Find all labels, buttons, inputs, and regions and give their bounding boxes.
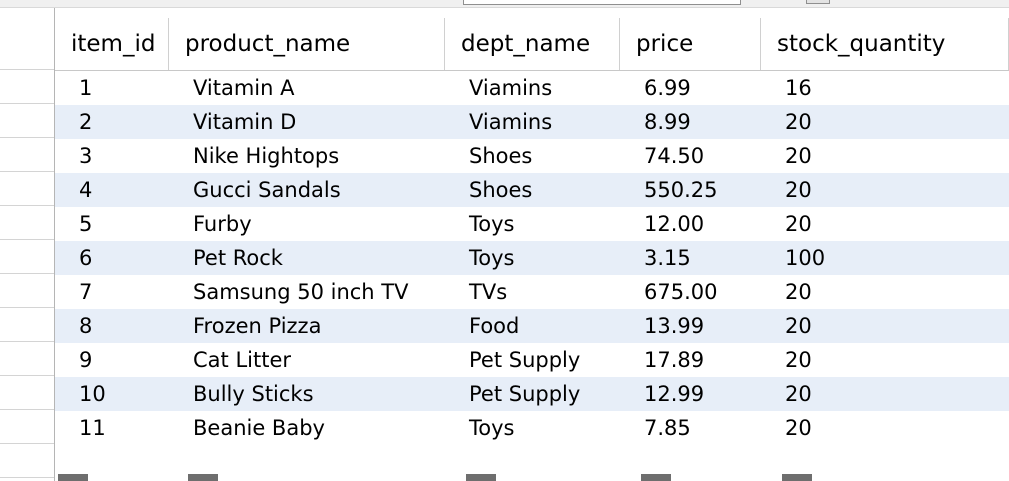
cell-dept-name[interactable]: Viamins bbox=[469, 76, 553, 100]
cell-stock-quantity[interactable]: 20 bbox=[785, 314, 812, 338]
new-row-marker bbox=[466, 474, 496, 481]
row-selector[interactable] bbox=[0, 138, 54, 172]
cell-item-id[interactable]: 4 bbox=[79, 178, 93, 202]
cell-item-id[interactable]: 10 bbox=[79, 382, 106, 406]
cell-stock-quantity[interactable]: 20 bbox=[785, 348, 812, 372]
toolbar bbox=[0, 0, 1009, 8]
row-selector[interactable] bbox=[0, 376, 54, 410]
cell-product-name[interactable]: Gucci Sandals bbox=[193, 178, 341, 202]
row-selector[interactable] bbox=[0, 410, 54, 444]
row-selector[interactable] bbox=[0, 172, 54, 206]
cell-price[interactable]: 74.50 bbox=[644, 144, 705, 168]
table-row[interactable]: 5 Furby Toys 12.00 20 bbox=[55, 207, 1009, 241]
column-header-product-name[interactable]: product_name bbox=[169, 18, 445, 70]
column-header-item-id[interactable]: item_id bbox=[55, 18, 169, 70]
column-header-dept-name[interactable]: dept_name bbox=[445, 18, 620, 70]
table-row[interactable]: 2 Vitamin D Viamins 8.99 20 bbox=[55, 105, 1009, 139]
row-selector[interactable] bbox=[0, 308, 54, 342]
cell-stock-quantity[interactable]: 20 bbox=[785, 280, 812, 304]
cell-price[interactable]: 12.00 bbox=[644, 212, 705, 236]
table-row[interactable]: 1 Vitamin A Viamins 6.99 16 bbox=[55, 71, 1009, 105]
cell-dept-name[interactable]: Shoes bbox=[469, 178, 533, 202]
cell-item-id[interactable]: 2 bbox=[79, 110, 93, 134]
cell-item-id[interactable]: 9 bbox=[79, 348, 93, 372]
row-selector[interactable] bbox=[0, 444, 54, 478]
cell-dept-name[interactable]: TVs bbox=[469, 280, 508, 304]
table-row[interactable]: 4 Gucci Sandals Shoes 550.25 20 bbox=[55, 173, 1009, 207]
cell-product-name[interactable]: Furby bbox=[193, 212, 252, 236]
row-selector[interactable] bbox=[0, 104, 54, 138]
table-row[interactable]: 6 Pet Rock Toys 3.15 100 bbox=[55, 241, 1009, 275]
cell-price[interactable]: 13.99 bbox=[644, 314, 705, 338]
cell-item-id[interactable]: 8 bbox=[79, 314, 93, 338]
cell-product-name[interactable]: Pet Rock bbox=[193, 246, 283, 270]
cell-product-name[interactable]: Beanie Baby bbox=[193, 416, 325, 440]
row-selector[interactable] bbox=[0, 18, 54, 70]
cell-product-name[interactable]: Frozen Pizza bbox=[193, 314, 322, 338]
cell-product-name[interactable]: Samsung 50 inch TV bbox=[193, 280, 409, 304]
cell-price[interactable]: 550.25 bbox=[644, 178, 718, 202]
cell-item-id[interactable]: 6 bbox=[79, 246, 93, 270]
cell-price[interactable]: 17.89 bbox=[644, 348, 705, 372]
cell-stock-quantity[interactable]: 100 bbox=[785, 246, 826, 270]
new-row-marker bbox=[782, 474, 812, 481]
cell-dept-name[interactable]: Toys bbox=[469, 416, 515, 440]
row-selector-gutter bbox=[0, 8, 55, 481]
row-selector[interactable] bbox=[0, 274, 54, 308]
table-row[interactable]: 10 Bully Sticks Pet Supply 12.99 20 bbox=[55, 377, 1009, 411]
row-selector[interactable] bbox=[0, 206, 54, 240]
table-row[interactable]: 11 Beanie Baby Toys 7.85 20 bbox=[55, 411, 1009, 445]
cell-product-name[interactable]: Vitamin A bbox=[193, 76, 295, 100]
row-selector[interactable] bbox=[0, 70, 54, 104]
cell-stock-quantity[interactable]: 20 bbox=[785, 212, 812, 236]
cell-product-name[interactable]: Cat Litter bbox=[193, 348, 291, 372]
cell-item-id[interactable]: 5 bbox=[79, 212, 93, 236]
row-selector[interactable] bbox=[0, 342, 54, 376]
cell-stock-quantity[interactable]: 20 bbox=[785, 144, 812, 168]
cell-item-id[interactable]: 3 bbox=[79, 144, 93, 168]
cell-stock-quantity[interactable]: 20 bbox=[785, 110, 812, 134]
cell-item-id[interactable]: 1 bbox=[79, 76, 93, 100]
result-grid: item_id product_name dept_name price sto… bbox=[55, 8, 1009, 481]
cell-dept-name[interactable]: Toys bbox=[469, 246, 515, 270]
new-row-marker bbox=[188, 474, 218, 481]
toolbar-small-button[interactable] bbox=[806, 0, 830, 4]
cell-product-name[interactable]: Nike Hightops bbox=[193, 144, 340, 168]
cell-price[interactable]: 7.85 bbox=[644, 416, 691, 440]
cell-dept-name[interactable]: Food bbox=[469, 314, 520, 338]
table-row[interactable]: 9 Cat Litter Pet Supply 17.89 20 bbox=[55, 343, 1009, 377]
cell-stock-quantity[interactable]: 16 bbox=[785, 76, 812, 100]
cell-item-id[interactable]: 7 bbox=[79, 280, 93, 304]
column-header-price[interactable]: price bbox=[620, 18, 761, 70]
cell-price[interactable]: 8.99 bbox=[644, 110, 691, 134]
table-row[interactable]: 8 Frozen Pizza Food 13.99 20 bbox=[55, 309, 1009, 343]
new-row-marker bbox=[641, 474, 671, 481]
table-row[interactable]: 3 Nike Hightops Shoes 74.50 20 bbox=[55, 139, 1009, 173]
cell-product-name[interactable]: Vitamin D bbox=[193, 110, 297, 134]
cell-price[interactable]: 6.99 bbox=[644, 76, 691, 100]
cell-stock-quantity[interactable]: 20 bbox=[785, 178, 812, 202]
cell-price[interactable]: 3.15 bbox=[644, 246, 691, 270]
cell-dept-name[interactable]: Toys bbox=[469, 212, 515, 236]
cell-item-id[interactable]: 11 bbox=[79, 416, 106, 440]
cell-price[interactable]: 12.99 bbox=[644, 382, 705, 406]
cell-dept-name[interactable]: Shoes bbox=[469, 144, 533, 168]
row-selector[interactable] bbox=[0, 240, 54, 274]
cell-stock-quantity[interactable]: 20 bbox=[785, 382, 812, 406]
column-header-stock-quantity[interactable]: stock_quantity bbox=[761, 18, 1009, 70]
cell-price[interactable]: 675.00 bbox=[644, 280, 718, 304]
table-row[interactable]: 7 Samsung 50 inch TV TVs 675.00 20 bbox=[55, 275, 1009, 309]
toolbar-filter-input[interactable] bbox=[463, 0, 741, 5]
cell-dept-name[interactable]: Pet Supply bbox=[469, 382, 581, 406]
cell-product-name[interactable]: Bully Sticks bbox=[193, 382, 314, 406]
column-header-row: item_id product_name dept_name price sto… bbox=[55, 18, 1009, 71]
new-row-marker bbox=[58, 474, 88, 481]
cell-dept-name[interactable]: Pet Supply bbox=[469, 348, 581, 372]
cell-dept-name[interactable]: Viamins bbox=[469, 110, 553, 134]
cell-stock-quantity[interactable]: 20 bbox=[785, 416, 812, 440]
